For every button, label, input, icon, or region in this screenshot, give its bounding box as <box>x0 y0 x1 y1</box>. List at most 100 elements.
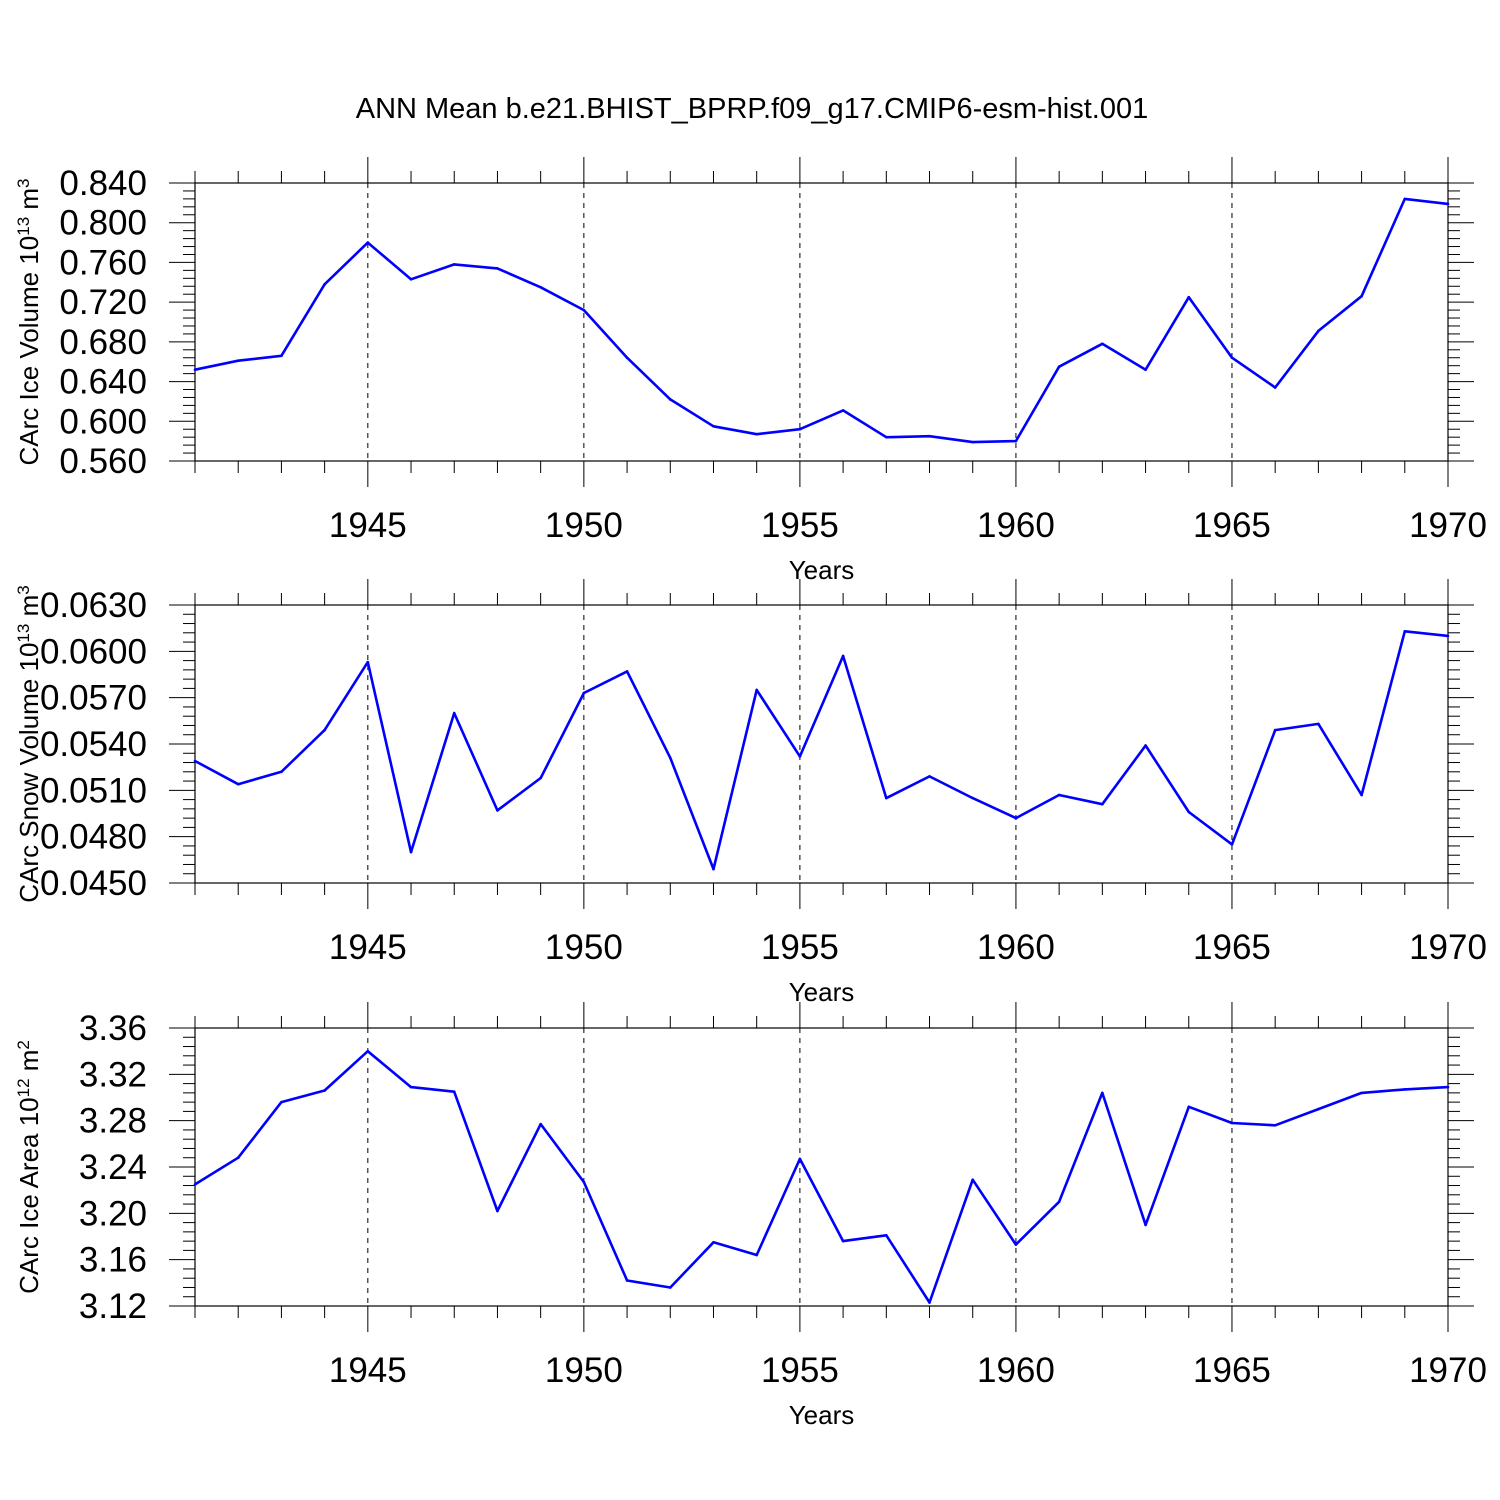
data-point-1969 <box>1403 629 1407 633</box>
x-axis-label: Years <box>789 1400 855 1430</box>
data-point-1950 <box>582 1180 586 1184</box>
data-point-1950 <box>582 308 586 312</box>
data-point-1943 <box>280 770 283 774</box>
data-point-1964 <box>1187 295 1191 299</box>
x-tick-label: 1960 <box>977 506 1055 545</box>
data-point-1955 <box>798 1157 802 1161</box>
y-tick-label: 0.0570 <box>40 679 147 718</box>
data-point-1970 <box>1446 1085 1450 1089</box>
data-point-1944 <box>323 282 326 286</box>
y-tick-label: 0.560 <box>59 442 147 481</box>
x-axis-label: Years <box>789 555 855 585</box>
data-point-1944 <box>323 1089 326 1092</box>
data-point-1941 <box>193 759 197 763</box>
series-line <box>194 1049 1449 1304</box>
x-tick-label: 1955 <box>761 928 839 967</box>
data-point-1969 <box>1403 197 1407 201</box>
y-axis-label: CArc Ice Area 1012 m2 <box>14 1040 45 1294</box>
y-tick-label: 0.760 <box>59 243 147 282</box>
x-tick-label: 1955 <box>761 506 839 545</box>
data-point-1965 <box>1230 356 1234 360</box>
y-axis-label: CArc Ice Volume 1013 m3 <box>14 178 45 465</box>
chart-title: ANN Mean b.e21.BHIST_BPRP.f09_g17.CMIP6-… <box>356 93 1149 125</box>
data-point-1952 <box>668 398 672 401</box>
data-point-1953 <box>712 1240 715 1244</box>
x-tick-label: 1950 <box>545 506 623 545</box>
y-tick-label: 0.640 <box>59 363 147 402</box>
x-axis-label: Years <box>789 977 855 1007</box>
x-tick-label: 1960 <box>977 1351 1055 1390</box>
data-point-1962 <box>1101 342 1104 346</box>
data-point-1942 <box>236 1156 240 1160</box>
y-axis-label-text: CArc Snow Volume 10 <box>14 643 44 903</box>
data-point-1964 <box>1187 810 1191 814</box>
y-tick-label: 0.0540 <box>40 725 147 764</box>
data-point-1960 <box>1014 816 1018 820</box>
panel-ice-volume: 0.5600.6000.6400.6800.7200.7600.8000.840… <box>14 157 1487 585</box>
data-point-1953 <box>712 424 715 428</box>
data-point-1965 <box>1230 1121 1234 1125</box>
data-point-1950 <box>582 691 586 695</box>
y-axis-label-text: m <box>14 188 44 217</box>
data-point-1949 <box>539 776 542 780</box>
data-point-1958 <box>928 434 931 438</box>
y-tick-label: 0.680 <box>59 323 147 362</box>
x-tick-label: 1945 <box>329 506 407 545</box>
x-tick-label: 1955 <box>761 1351 839 1390</box>
data-point-1946 <box>409 278 413 281</box>
data-point-1954 <box>755 1253 758 1257</box>
data-point-1945 <box>366 660 370 664</box>
y-axis-label-superscript: 13 <box>14 217 33 236</box>
data-point-1943 <box>280 354 283 358</box>
plot-frame <box>194 1027 1449 1307</box>
data-point-1949 <box>539 1122 542 1126</box>
data-point-1956 <box>841 1239 845 1243</box>
data-point-1961 <box>1057 365 1061 368</box>
y-axis-label-superscript: 3 <box>14 585 33 594</box>
data-point-1948 <box>496 1209 499 1213</box>
y-tick-label: 0.0480 <box>40 818 147 857</box>
data-point-1952 <box>668 1286 672 1289</box>
y-tick-label: 3.28 <box>79 1102 147 1141</box>
panel-snow-volume: 0.0450 0.0480 0.0510 0.0540 0.0570 0.0600 0.06… <box>14 579 1487 1007</box>
x-tick-label: 1965 <box>1193 928 1271 967</box>
data-point-1966 <box>1273 1124 1277 1127</box>
data-point-1967 <box>1317 722 1320 726</box>
y-axis-label-superscript: 12 <box>14 1078 33 1097</box>
y-tick-label: 0.800 <box>59 204 147 243</box>
data-point-1945 <box>366 241 370 244</box>
data-point-1966 <box>1273 386 1277 389</box>
data-point-1941 <box>193 1183 197 1186</box>
data-point-1955 <box>798 427 802 431</box>
data-point-1948 <box>496 809 499 812</box>
data-point-1966 <box>1273 728 1277 732</box>
y-axis-label-superscript: 13 <box>14 624 33 643</box>
data-point-1970 <box>1446 202 1450 206</box>
x-tick-label: 1970 <box>1409 506 1487 545</box>
data-point-1951 <box>625 670 629 673</box>
data-point-1964 <box>1187 1105 1191 1109</box>
data-point-1949 <box>539 285 542 289</box>
y-tick-label: 0.0630 <box>40 586 147 625</box>
y-tick-label: 0.0450 <box>40 864 147 903</box>
y-tick-label: 3.24 <box>79 1148 147 1187</box>
data-point-1947 <box>452 711 456 715</box>
y-axis-label-superscript: 3 <box>14 178 33 187</box>
series-line <box>194 629 1449 871</box>
y-axis-label-text: m <box>14 1050 44 1079</box>
data-point-1958 <box>928 775 931 778</box>
x-tick-label: 1970 <box>1409 928 1487 967</box>
data-point-1945 <box>366 1049 370 1053</box>
data-point-1962 <box>1101 1091 1104 1095</box>
data-point-1959 <box>971 440 975 444</box>
x-tick-label: 1965 <box>1193 1351 1271 1390</box>
x-tick-label: 1950 <box>545 928 623 967</box>
y-axis-label-superscript: 2 <box>14 1040 33 1049</box>
y-tick-label: 0.600 <box>59 402 147 441</box>
y-tick-label: 0.720 <box>59 283 147 322</box>
data-point-1954 <box>755 432 758 436</box>
data-point-1943 <box>280 1100 283 1104</box>
x-tick-label: 1965 <box>1193 506 1271 545</box>
y-axis-label-text: CArc Ice Area 10 <box>14 1097 44 1294</box>
